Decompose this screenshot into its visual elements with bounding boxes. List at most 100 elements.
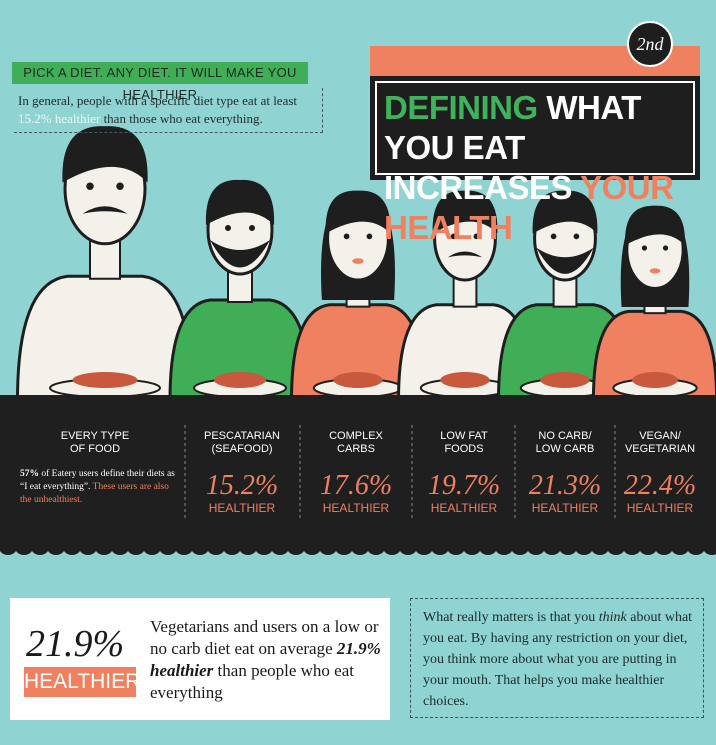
hair: [325, 190, 391, 234]
cloth-scallop: [302, 535, 322, 555]
column-name: LOW CARB: [535, 443, 595, 455]
title-word: WHAT YOU EAT: [384, 89, 641, 166]
cloth-scallop: [654, 535, 674, 555]
food: [333, 372, 383, 388]
intro-tag: PICK A DIET. ANY DIET. IT WILL MAKE YOU …: [12, 62, 308, 102]
eye: [662, 245, 669, 251]
eye: [366, 233, 373, 240]
cloth-scallop: [462, 535, 482, 555]
column-name: OF FOOD: [69, 443, 121, 455]
everything-note: 57% of Eatery users define their diets a…: [20, 468, 180, 507]
title-box: [370, 76, 700, 180]
eye: [450, 233, 457, 240]
cloth-scallop: [318, 535, 338, 555]
mustache: [82, 206, 128, 214]
eye: [573, 233, 580, 240]
column-value: 17.6%: [319, 470, 393, 501]
column: LOW FAT FOODS 19.7% HEALTHIER: [412, 430, 516, 515]
note-box: What really matters is that you think ab…: [410, 598, 704, 718]
summary-text: Vegetarians and users on a low or no car…: [150, 616, 382, 704]
cloth-scallop: [638, 535, 658, 555]
note-before: What really matters is that you: [423, 610, 596, 625]
food: [72, 372, 138, 388]
cloth-scallop: [398, 535, 418, 555]
cloth-scallop: [686, 535, 706, 555]
cloth-scallop: [622, 535, 642, 555]
column: PESCATARIAN (SEAFOOD) 15.2% HEALTHIER: [190, 430, 294, 515]
column-value: 22.4%: [623, 470, 697, 501]
note-emphasis: think: [598, 610, 627, 625]
cloth-scallop: [606, 535, 626, 555]
cloth-scallop: [558, 535, 578, 555]
tablecloth: [0, 395, 716, 555]
food: [214, 372, 266, 388]
summary-box: [10, 598, 390, 720]
cloth-scallop: [478, 535, 498, 555]
cloth-scallop: [270, 535, 290, 555]
badge: [627, 21, 673, 67]
hair: [624, 205, 686, 246]
note-text: of Eatery users define their diets as “I…: [20, 469, 175, 492]
column: NO CARB/LOW CARB 21.3% HEALTHIER: [513, 430, 617, 515]
column-label: HEALTHIER: [430, 501, 498, 515]
cloth-scallop: [222, 535, 242, 555]
eye: [249, 225, 255, 231]
hair: [532, 190, 598, 234]
intro-text: In general, people with a specific diet …: [14, 88, 323, 133]
cloth-scallop: [46, 535, 66, 555]
column-name: COMPLEX: [329, 430, 383, 442]
column-name: LOW FAT: [440, 430, 488, 442]
summary-label: HEALTHIER: [24, 667, 140, 697]
cloth-scallop: [238, 535, 258, 555]
cloth-scallop: [334, 535, 354, 555]
note-highlight: These users are also the unhealthiest.: [20, 482, 169, 505]
cloth-scallop: [14, 535, 34, 555]
hair: [62, 126, 148, 183]
cloth-scallop: [254, 535, 274, 555]
title-border: [375, 81, 695, 175]
eye: [343, 233, 350, 240]
cloth-scallop: [510, 535, 530, 555]
column-name: EVERY TYPE: [60, 430, 130, 442]
cloth-scallop: [670, 535, 690, 555]
cloth-scallop: [78, 535, 98, 555]
cloth-scallop: [126, 535, 146, 555]
food: [440, 372, 490, 388]
column-name: VEGAN/: [639, 430, 681, 442]
cloth-scallop: [350, 535, 370, 555]
cloth-scallop: [110, 535, 130, 555]
cloth-scallop: [414, 535, 434, 555]
hair: [205, 179, 275, 225]
column-name: CARBS: [337, 443, 375, 455]
column-name: FOODS: [444, 443, 484, 455]
cloth-scallop: [174, 535, 194, 555]
mustache: [447, 251, 483, 258]
cloth-scallop: [158, 535, 178, 555]
title-word: YOUR HEALTH: [384, 169, 674, 246]
cloth-scallop: [590, 535, 610, 555]
summary-value: 21.9%: [26, 623, 125, 665]
cloth-scallop: [286, 535, 306, 555]
column-value: 15.2%: [205, 470, 279, 501]
eye: [116, 182, 124, 190]
food: [632, 372, 678, 388]
cloth-scallop: [62, 535, 82, 555]
beard: [210, 240, 270, 268]
column-name: PESCATARIAN: [204, 430, 280, 442]
column-label: HEALTHIER: [531, 501, 599, 515]
column: COMPLEX CARBS 17.6% HEALTHIER: [304, 430, 408, 515]
mouth: [352, 258, 364, 264]
neck: [89, 237, 121, 280]
cloth-scallop: [30, 535, 50, 555]
cloth-scallop: [702, 535, 716, 555]
eye: [641, 245, 648, 251]
cloth-scallop: [0, 535, 18, 555]
eye: [473, 233, 480, 240]
intro-before: In general, people with a specific diet …: [18, 93, 298, 108]
cloth-scallop: [542, 535, 562, 555]
cloth-scallop: [526, 535, 546, 555]
column-label: HEALTHIER: [626, 501, 694, 515]
column-name: VEGETARIAN: [624, 443, 696, 455]
cloth-scallop: [430, 535, 450, 555]
